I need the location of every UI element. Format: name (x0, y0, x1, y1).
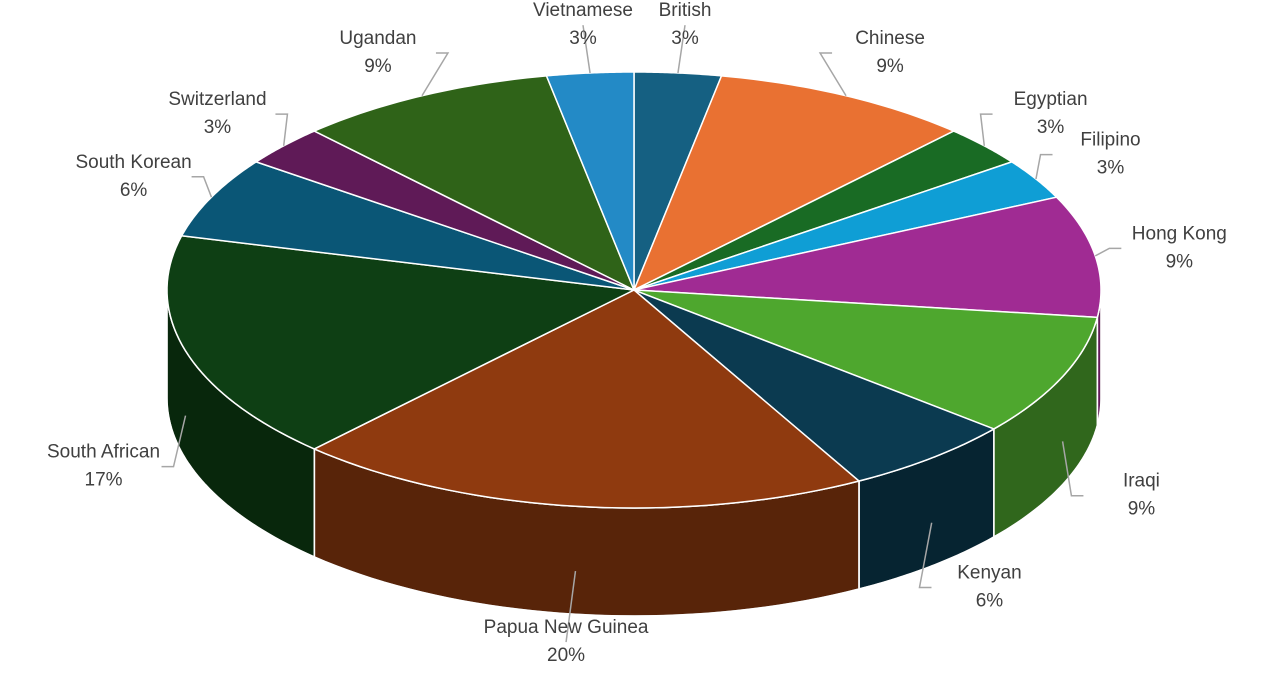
leader-line (191, 175, 213, 198)
leader-line (161, 415, 187, 468)
slice (632, 75, 956, 292)
data-label-value: 9% (1166, 251, 1194, 272)
slice (312, 75, 636, 292)
leader-line (818, 52, 847, 97)
data-label-value: 3% (204, 117, 232, 138)
data-label-name: South Korean (75, 152, 191, 173)
data-label-value: 17% (85, 470, 123, 491)
slice (312, 289, 861, 509)
leader-line (677, 25, 686, 74)
leader-line (1035, 153, 1053, 180)
leader-line (421, 52, 450, 97)
data-label-name: Vietnamese (533, 0, 633, 21)
leader-line (582, 25, 591, 74)
data-label-name: South African (47, 442, 160, 463)
data-label-value: 20% (547, 645, 585, 666)
data-label-value: 3% (1097, 158, 1125, 179)
data-label-name: Switzerland (168, 89, 266, 110)
data-label-name: Papua New Guinea (484, 617, 649, 638)
leader-line (275, 113, 289, 146)
data-label-value: 9% (364, 56, 392, 77)
data-label-value: 3% (671, 28, 699, 49)
slice (633, 289, 1099, 430)
data-label-name: Kenyan (957, 563, 1021, 584)
data-label-value: 9% (1128, 499, 1156, 520)
data-label-name: British (659, 0, 712, 21)
leader-line (565, 570, 577, 643)
leader-line (979, 113, 993, 146)
data-label-value: 3% (1037, 117, 1065, 138)
data-label-value: 3% (569, 28, 597, 49)
data-label-name: Hong Kong (1132, 223, 1227, 244)
leader-line (1094, 247, 1122, 257)
slice (633, 196, 1102, 319)
data-label-name: Chinese (855, 28, 925, 49)
data-label-name: Egyptian (1014, 89, 1088, 110)
slice (633, 289, 996, 482)
data-label-value: 6% (120, 180, 148, 201)
data-label-value: 9% (876, 56, 904, 77)
leader-line (918, 522, 933, 589)
data-label-value: 6% (976, 591, 1004, 612)
leader-line (1061, 441, 1084, 497)
data-label-name: Ugandan (339, 28, 416, 49)
data-label-name: Iraqi (1123, 471, 1160, 492)
data-label-name: Filipino (1080, 130, 1140, 151)
slice (166, 234, 637, 450)
